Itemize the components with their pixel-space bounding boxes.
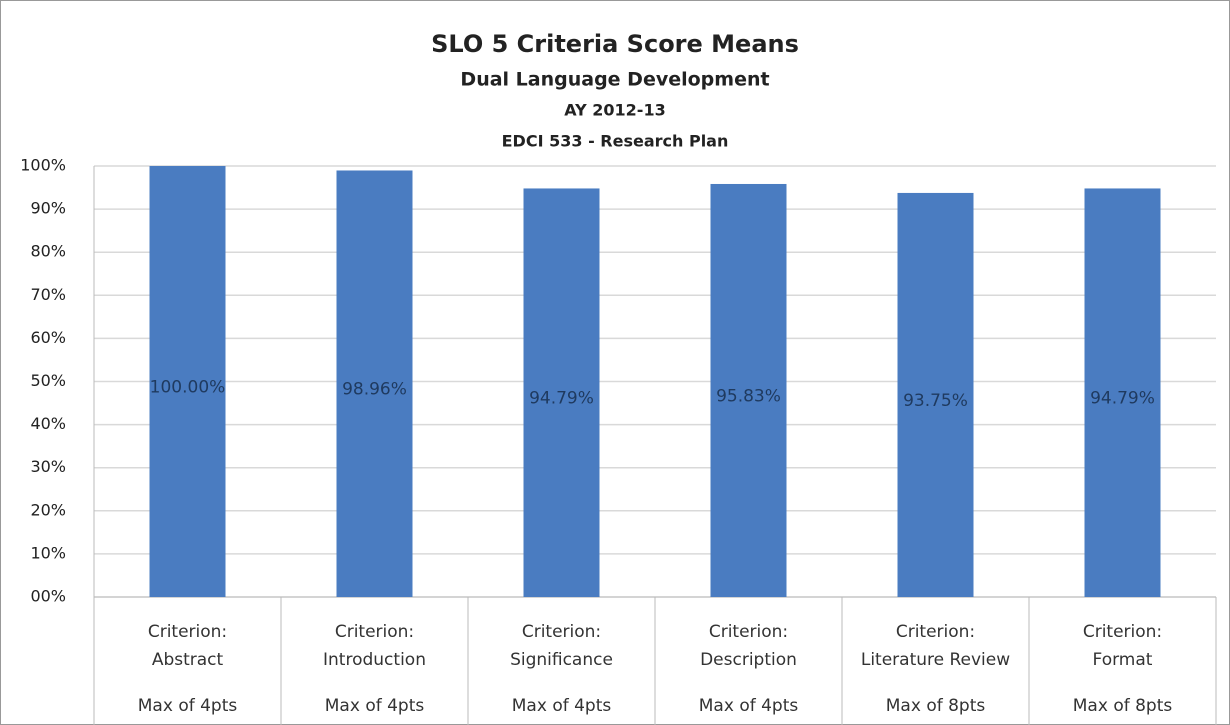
x-group-label: Max of 4pts — [512, 696, 612, 716]
bar — [710, 183, 787, 597]
x-tick-label: Format — [1093, 650, 1153, 670]
y-tick-label: 90% — [30, 199, 66, 218]
y-tick-label: 00% — [30, 587, 66, 606]
x-group-label: Max of 4pts — [138, 696, 238, 716]
data-label: 94.79% — [529, 389, 594, 409]
x-tick-label: Literature Review — [861, 650, 1010, 670]
data-label: 95.83% — [716, 386, 781, 406]
bar — [1084, 188, 1161, 598]
y-tick-label: 10% — [30, 543, 66, 562]
data-label: 94.79% — [1090, 389, 1155, 409]
x-tick-label: Significance — [510, 650, 613, 670]
bar — [897, 192, 974, 597]
data-label: 98.96% — [342, 380, 407, 400]
x-group-label: Max of 8pts — [886, 696, 986, 716]
x-group-label: Max of 4pts — [699, 696, 799, 716]
x-tick-label: Criterion: — [709, 622, 788, 642]
x-group-label: Max of 4pts — [325, 696, 425, 716]
y-tick-label: 60% — [30, 328, 66, 347]
y-tick-label: 80% — [30, 242, 66, 261]
bar — [523, 188, 600, 598]
chart-subtitle: EDCI 533 - Research Plan — [502, 132, 729, 151]
data-label: 100.00% — [150, 378, 226, 398]
chart-subtitle: AY 2012-13 — [564, 101, 665, 120]
y-tick-label: 70% — [30, 285, 66, 304]
bar — [149, 166, 226, 597]
bar — [336, 170, 413, 597]
y-tick-label: 100% — [20, 156, 66, 175]
y-tick-label: 20% — [30, 500, 66, 519]
x-tick-label: Criterion: — [522, 622, 601, 642]
x-tick-label: Criterion: — [1083, 622, 1162, 642]
x-tick-label: Criterion: — [335, 622, 414, 642]
y-tick-label: 50% — [30, 371, 66, 390]
x-tick-label: Introduction — [323, 650, 426, 670]
x-tick-label: Abstract — [152, 650, 224, 670]
x-tick-label: Description — [700, 650, 797, 670]
x-tick-label: Criterion: — [896, 622, 975, 642]
data-label: 93.75% — [903, 391, 968, 411]
y-tick-label: 30% — [30, 457, 66, 476]
y-tick-label: 40% — [30, 414, 66, 433]
x-tick-label: Criterion: — [148, 622, 227, 642]
chart-subtitle: Dual Language Development — [460, 69, 769, 91]
chart-title: SLO 5 Criteria Score Means — [431, 30, 799, 58]
x-group-label: Max of 8pts — [1073, 696, 1173, 716]
